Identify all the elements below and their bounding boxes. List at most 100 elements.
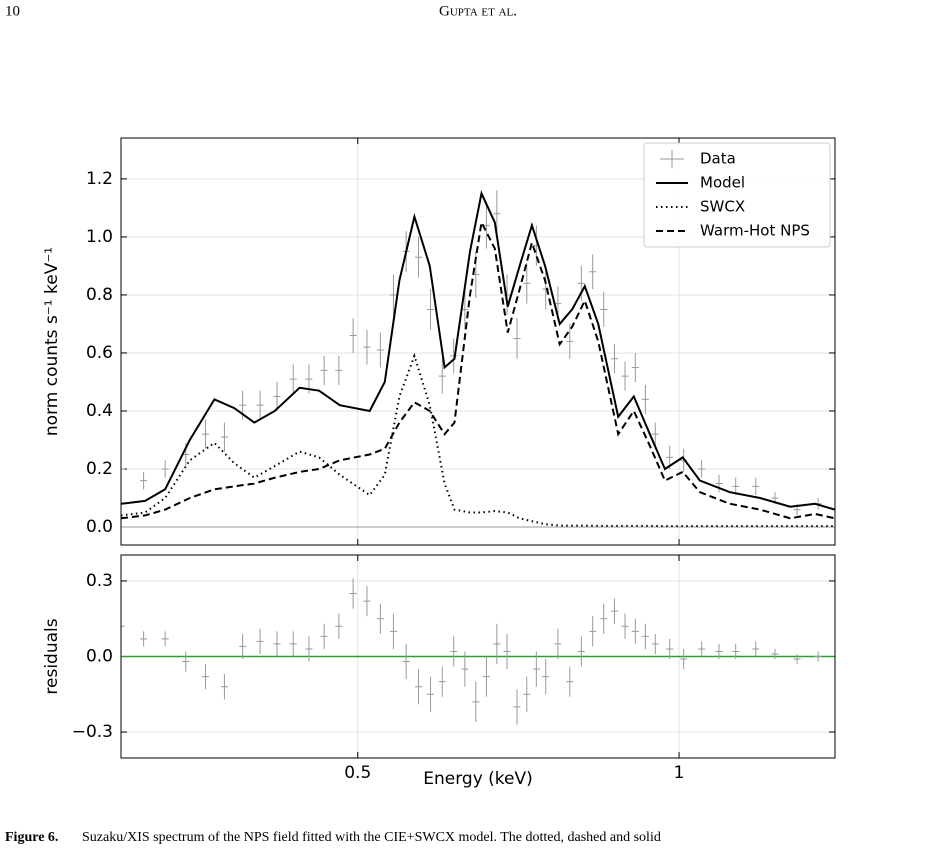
error-bar (121, 618, 125, 634)
error-bar (589, 254, 597, 290)
error-bar (376, 332, 384, 368)
y-tick-label: 1.2 (86, 169, 113, 189)
error-bar (161, 631, 169, 647)
error-bar (450, 636, 458, 667)
error-bar (752, 641, 760, 657)
error-bar (715, 643, 723, 660)
error-bar (523, 676, 531, 712)
error-bar (752, 477, 760, 496)
error-bar (532, 651, 540, 687)
error-bar (566, 323, 574, 359)
legend-box (643, 142, 831, 248)
error-bar (349, 318, 357, 353)
error-bar (376, 603, 384, 634)
legend-label: Model (700, 174, 745, 192)
plot-area (121, 578, 822, 725)
error-bar (482, 656, 490, 697)
error-bar (482, 202, 490, 249)
error-bar (793, 653, 801, 665)
error-bar (363, 329, 371, 365)
error-bar (715, 474, 723, 493)
error-bar (427, 289, 435, 330)
y-tick-label: 1.0 (86, 227, 113, 247)
legend-label: SWCX (700, 198, 745, 216)
caption-text: Suzaku/XIS spectrum of the NPS field fit… (82, 830, 661, 845)
error-bar (140, 631, 148, 647)
y-axis-label: residuals (42, 618, 62, 694)
error-bar (621, 361, 629, 391)
error-bar (289, 631, 297, 657)
x-tick-label: 0.5 (344, 763, 371, 783)
error-bar (202, 419, 210, 449)
legend-label: Data (700, 150, 736, 168)
error-bar (320, 355, 328, 385)
error-bar (513, 318, 521, 359)
error-bar (680, 648, 688, 670)
error-bar (732, 643, 740, 660)
error-bar (450, 338, 458, 374)
error-bar (600, 603, 608, 634)
error-bar (589, 616, 597, 647)
error-bar (542, 659, 550, 695)
page-number: 10 (5, 3, 20, 19)
x-axis-label: Energy (keV) (423, 769, 533, 789)
y-axis-label: norm counts s⁻¹ keV⁻¹ (42, 247, 62, 436)
error-bar (610, 598, 618, 624)
error-bar (220, 674, 228, 700)
model-line (121, 352, 835, 528)
error-bar (523, 263, 531, 304)
x-tick-label: 1 (674, 763, 685, 783)
axes-frame (120, 554, 836, 759)
error-bar (554, 628, 562, 660)
y-tick-label: 0.3 (86, 571, 113, 591)
model-line (121, 219, 835, 520)
error-bar (121, 460, 125, 478)
error-bar (320, 623, 328, 649)
error-bar (631, 352, 639, 382)
legend-label: Warm-Hot NPS (700, 222, 810, 240)
error-bar (415, 669, 423, 705)
error-bar (220, 422, 228, 452)
legend-marker (660, 150, 684, 168)
error-bar (256, 390, 264, 420)
error-bar (493, 190, 501, 237)
error-bar (577, 636, 585, 667)
error-bar (256, 628, 264, 654)
error-bar (503, 633, 511, 670)
error-bar (732, 477, 740, 496)
error-bar (651, 633, 659, 654)
y-tick-label: 0.4 (86, 401, 113, 421)
error-bar (389, 613, 397, 649)
error-bar (415, 236, 423, 278)
error-bar (389, 274, 397, 316)
error-bar (631, 618, 639, 644)
error-bar (239, 633, 247, 660)
error-bar (349, 578, 357, 609)
error-bar (402, 643, 410, 680)
error-bar (438, 358, 446, 394)
error-bar (641, 384, 649, 414)
error-bar (666, 638, 674, 660)
error-bar (273, 381, 281, 411)
axes-frame (120, 137, 836, 546)
error-bar (513, 689, 521, 725)
error-bar (140, 471, 148, 490)
error-bar (335, 613, 343, 639)
error-bar (289, 364, 297, 394)
error-bar (610, 344, 618, 374)
error-bar (202, 664, 210, 690)
error-bar (438, 666, 446, 697)
error-bar (335, 355, 343, 385)
error-bar (472, 681, 480, 722)
error-bar (273, 631, 281, 657)
error-bar (461, 651, 469, 687)
error-bar (493, 623, 501, 665)
error-bar (577, 265, 585, 301)
error-bar (698, 641, 706, 657)
caption-label: Figure 6. (5, 830, 58, 845)
model-line (121, 190, 835, 511)
error-bar (503, 274, 511, 316)
y-tick-label: 0.0 (86, 517, 113, 537)
